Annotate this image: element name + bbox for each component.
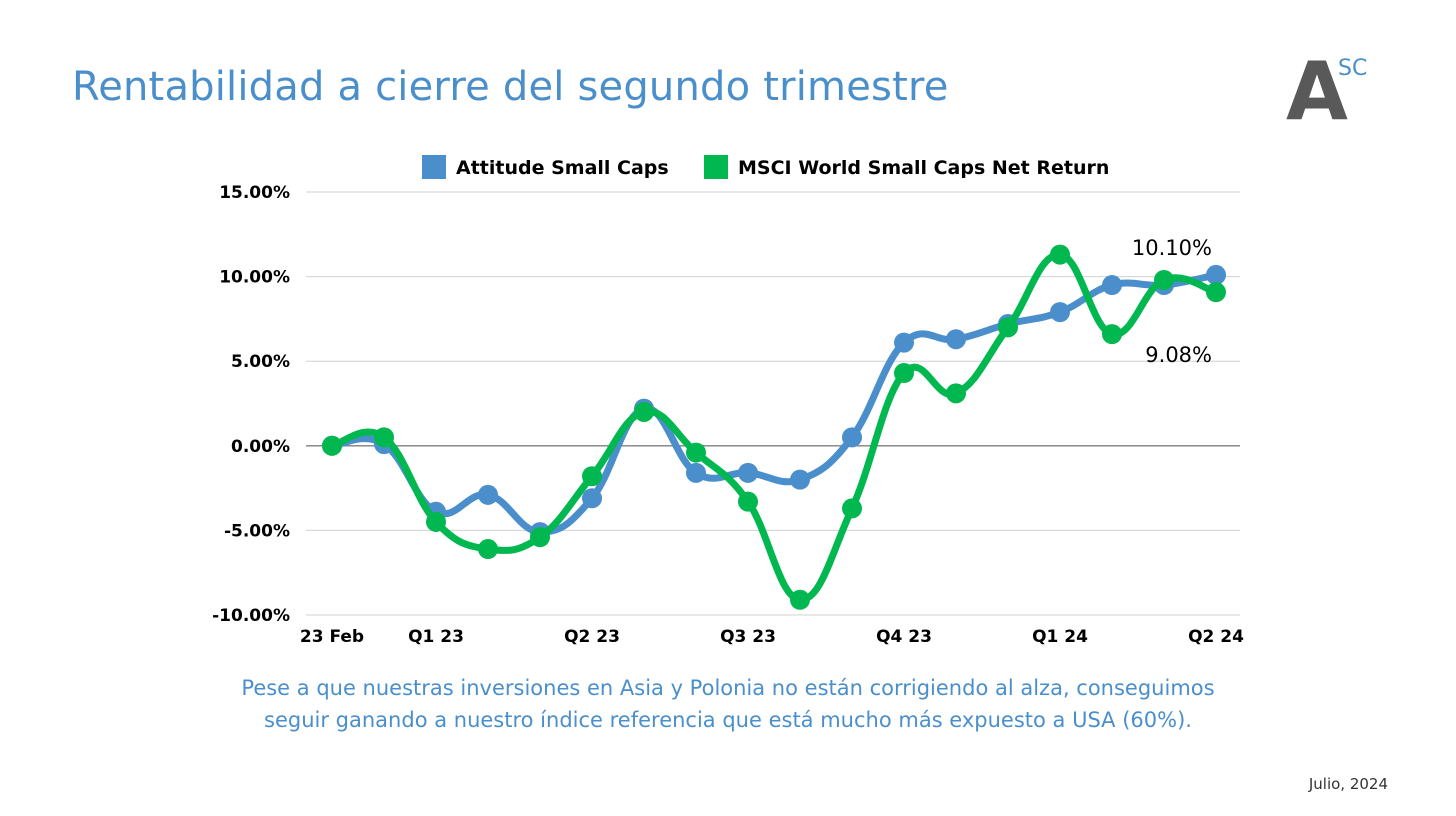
y-tick-label: 0.00% [231,437,290,457]
x-tick-label: Q1 23 [408,627,464,647]
data-point-msci [946,383,966,404]
x-tick-label: Q3 23 [720,627,776,647]
caption-line-1: Pese a que nuestras inversiones en Asia … [241,676,1215,700]
data-point-attitude [1102,275,1122,296]
data-label: 10.10% [1132,236,1212,260]
x-tick-label: Q1 24 [1032,627,1088,647]
series-line-attitude [328,271,1220,536]
data-point-msci [426,511,446,532]
logo-superscript: SC [1338,56,1368,81]
y-tick-label: 5.00% [231,352,290,372]
data-point-attitude [790,469,810,490]
legend-label: Attitude Small Caps [456,157,669,179]
data-point-msci [322,435,342,456]
data-point-msci [1102,324,1122,345]
data-point-attitude [686,462,706,483]
y-tick-label: -10.00% [212,606,290,626]
data-point-attitude [738,462,758,483]
data-point-msci [634,401,654,422]
caption-line-2: seguir ganando a nuestro índice referenc… [264,708,1192,732]
legend-label: MSCI World Small Caps Net Return [738,157,1109,179]
line-chart: 15.00% 10.00% 5.00% 0.00% -5.00% -10.00% 23 Fe… [212,155,1244,647]
data-point-msci [686,442,706,463]
x-tick-label: Q2 23 [564,627,620,647]
data-point-msci [738,491,758,512]
data-point-msci [1154,269,1174,290]
y-tick-label: -5.00% [224,521,290,541]
data-point-attitude [1050,302,1070,323]
data-point-msci [1206,282,1226,303]
x-tick-label: Q2 24 [1188,627,1244,647]
data-point-msci [894,363,914,384]
data-point-msci [530,527,550,548]
data-point-msci [842,498,862,519]
slide-caption: Pese a que nuestras inversiones en Asia … [160,672,1296,736]
legend-swatch-attitude [422,155,446,179]
company-logo: A SC [1286,52,1376,132]
data-point-msci [998,317,1018,338]
data-point-attitude [1206,264,1226,285]
series-line-msci [328,251,1220,604]
x-tick-label: Q4 23 [876,627,932,647]
data-point-attitude [894,332,914,353]
data-point-msci [1050,244,1070,265]
data-point-msci [478,539,498,560]
data-point-msci [374,427,394,448]
y-tick-label: 10.00% [219,268,290,288]
date-footer: Julio, 2024 [1308,775,1388,793]
x-tick-label: 23 Feb [300,627,364,647]
y-tick-label: 15.00% [219,183,290,203]
data-point-msci [582,466,602,487]
data-point-attitude [842,427,862,448]
data-point-attitude [582,488,602,509]
data-label: 9.08% [1145,343,1212,367]
logo-letter: A [1286,45,1348,138]
data-point-attitude [946,329,966,350]
legend-swatch-msci [704,155,728,179]
page-title: Rentabilidad a cierre del segundo trimes… [72,64,949,110]
data-point-attitude [478,484,498,505]
data-point-msci [790,589,810,610]
